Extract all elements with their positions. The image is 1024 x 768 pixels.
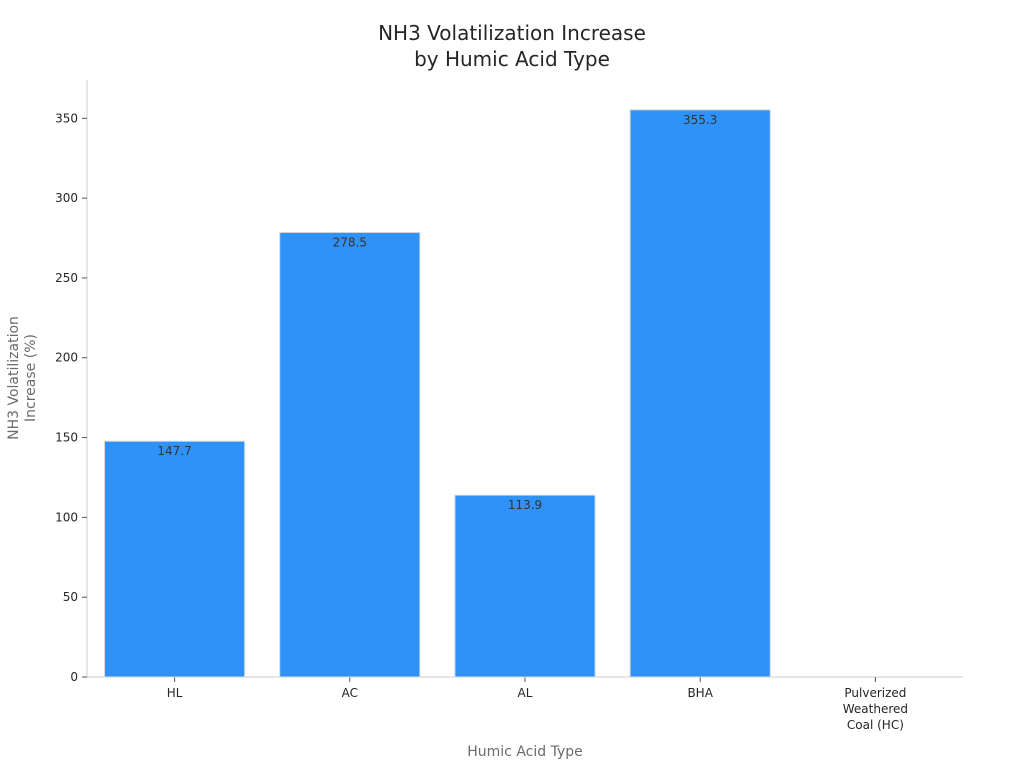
x-tick-label: BHA xyxy=(687,686,713,700)
bar-value-label: 147.7 xyxy=(157,444,191,458)
y-tick-label: 300 xyxy=(55,191,78,205)
bar-value-label: 113.9 xyxy=(508,498,542,512)
bar xyxy=(629,109,771,678)
y-tick-label: 200 xyxy=(55,351,78,365)
bar-value-label: 278.5 xyxy=(333,235,367,249)
y-tick-label: 100 xyxy=(55,510,78,524)
bar xyxy=(279,231,421,678)
y-tick-label: 350 xyxy=(55,111,78,125)
y-axis-label: NH3 Volatilization Increase (%) xyxy=(6,316,39,440)
x-tick-label: AL xyxy=(518,686,533,700)
y-axis-label-line-2: Increase (%) xyxy=(23,334,39,422)
x-axis-label: Humic Acid Type xyxy=(467,744,583,760)
bar xyxy=(454,494,596,678)
y-tick-label: 50 xyxy=(63,590,78,604)
y-tick-label: 150 xyxy=(55,431,78,445)
bar xyxy=(104,440,246,678)
chart-title-line-1: NH3 Volatilization Increase xyxy=(378,21,646,45)
chart-title: NH3 Volatilization Increase by Humic Aci… xyxy=(378,21,646,71)
x-tick-label: HL xyxy=(167,686,183,700)
plot-area: 0 50 100 150 200 250 300 350 HL 147.7 AC 278.5 AL 113… xyxy=(55,80,963,732)
y-tick-label: 0 xyxy=(70,670,78,684)
chart-title-line-2: by Humic Acid Type xyxy=(414,47,610,71)
y-axis-label-line-1: NH3 Volatilization xyxy=(6,316,22,440)
x-tick-label: AC xyxy=(342,686,358,700)
x-tick-label: Pulverized Weathered Coal (HC) xyxy=(843,686,908,732)
y-tick-label: 250 xyxy=(55,271,78,285)
bar-value-label: 355.3 xyxy=(683,113,717,127)
